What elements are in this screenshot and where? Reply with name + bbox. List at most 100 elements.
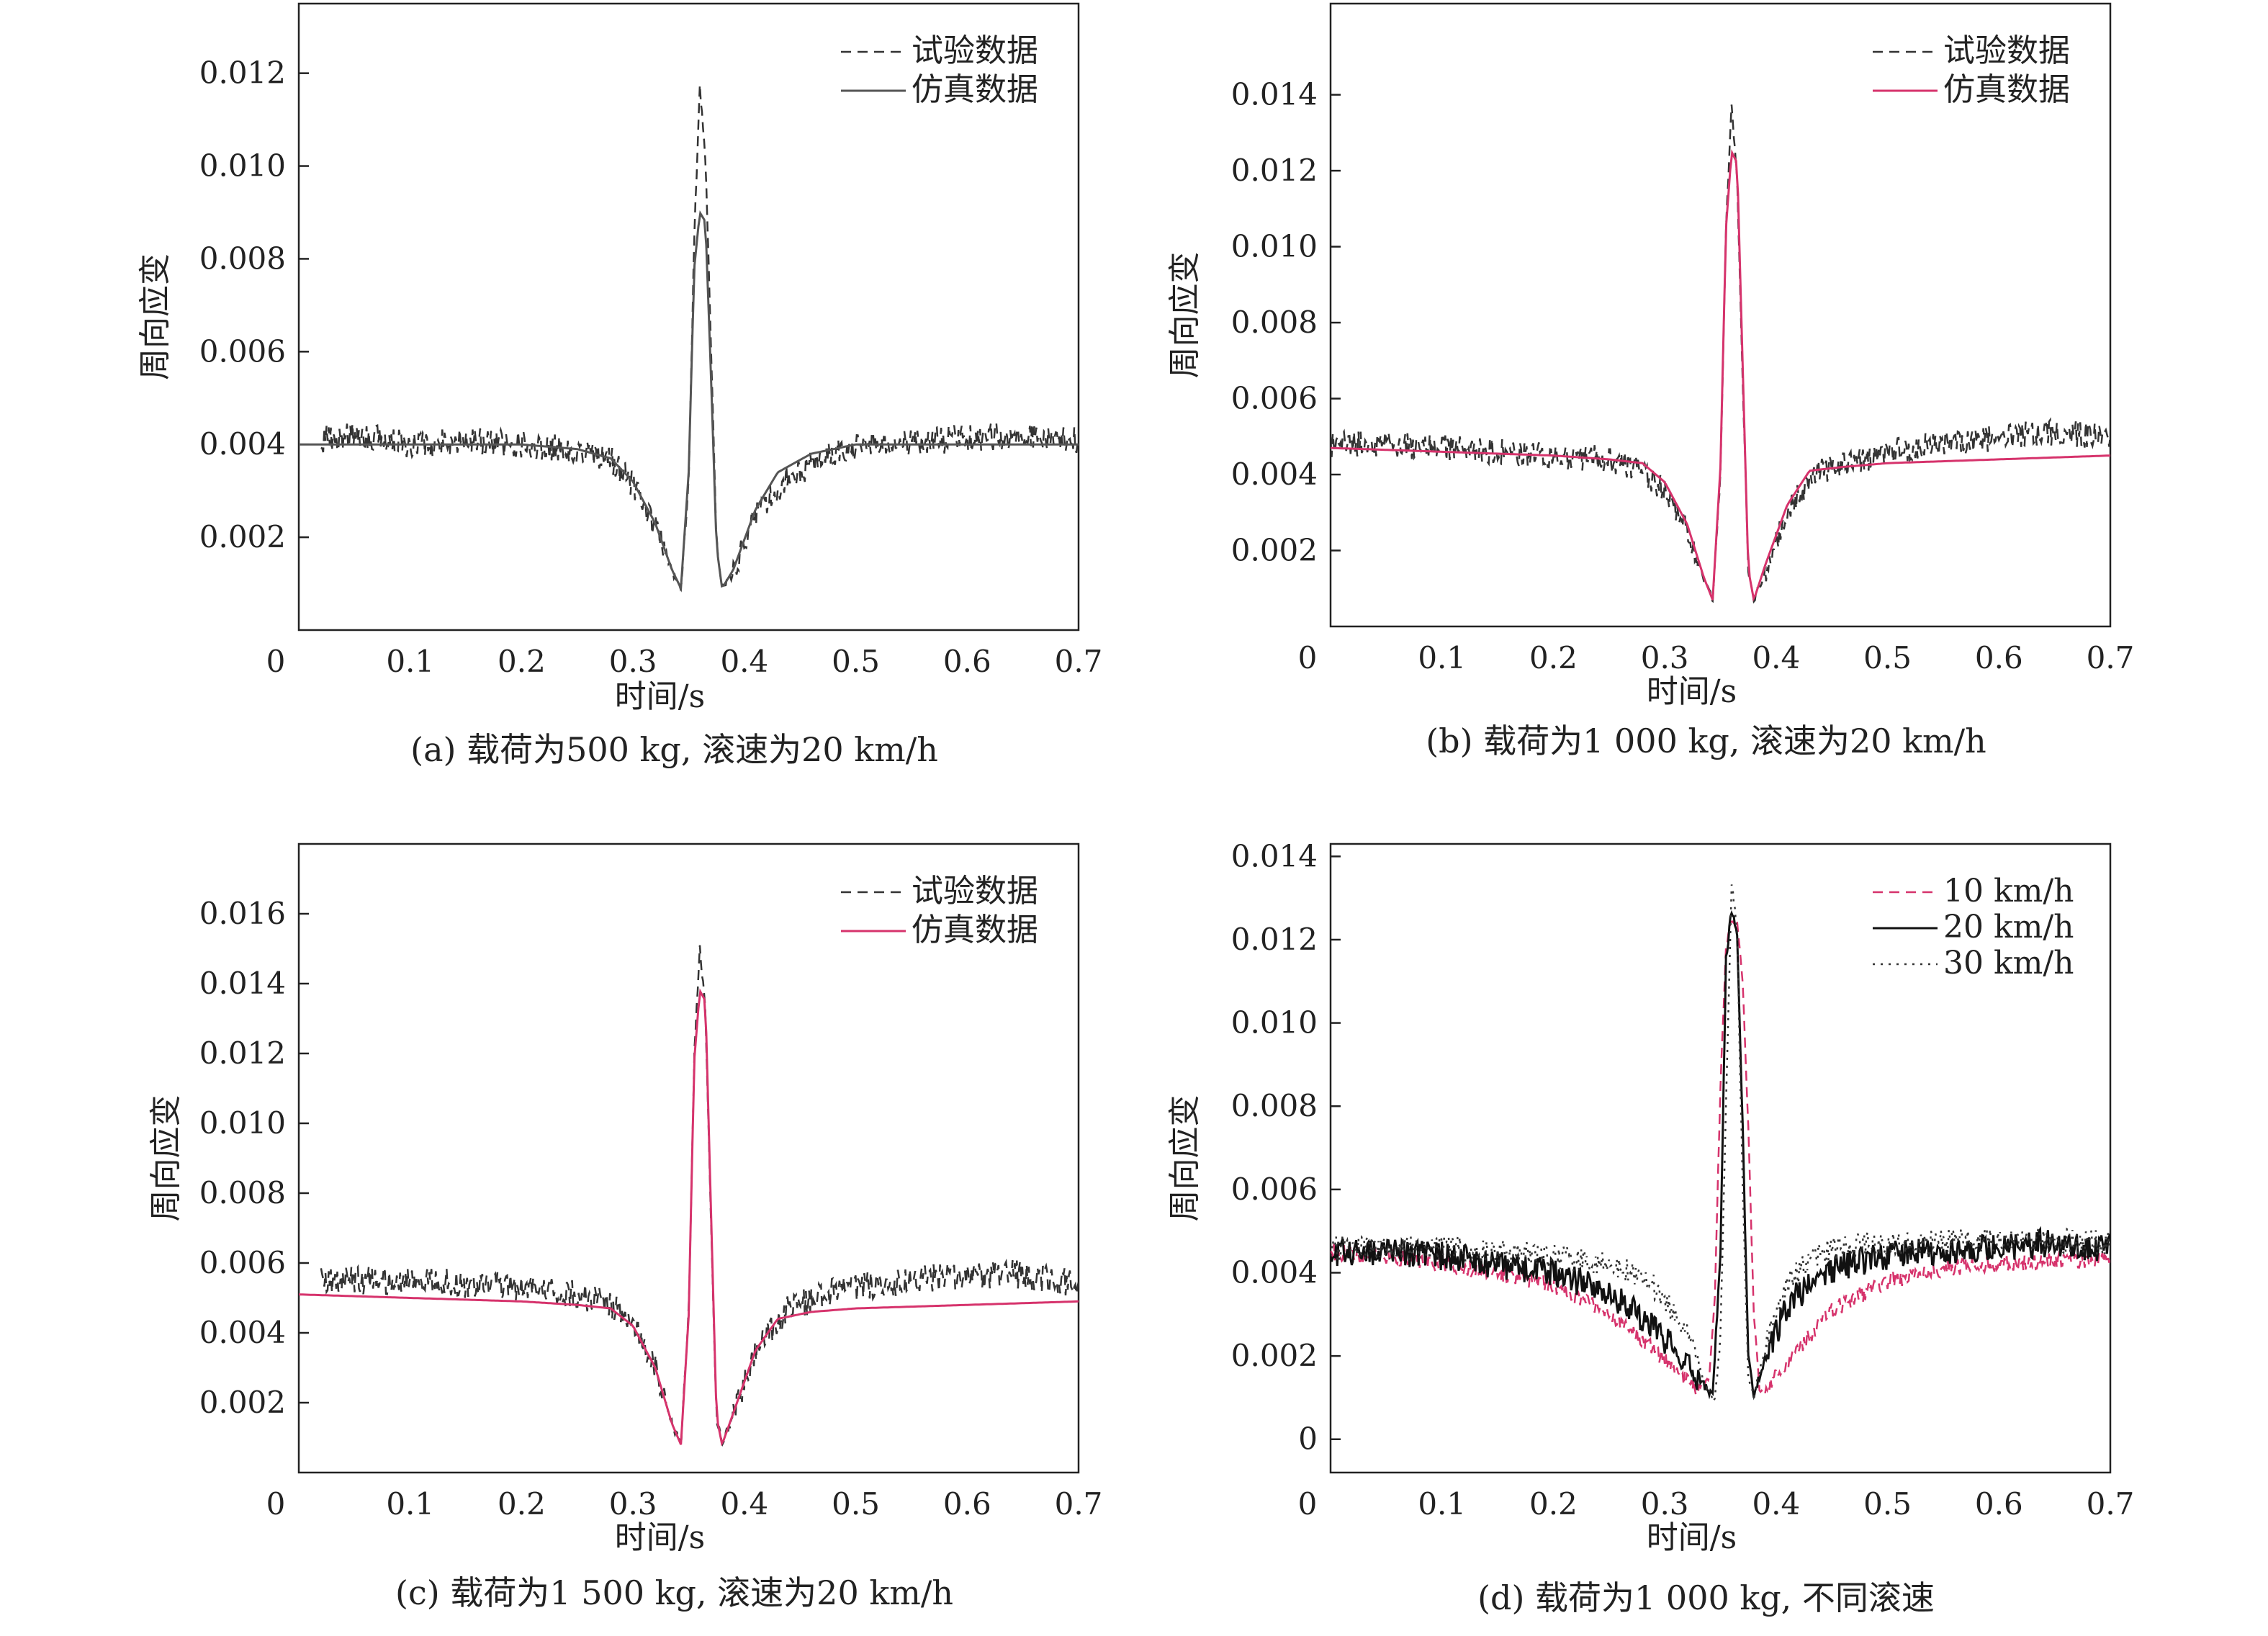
x-axis-label: 时间/s <box>1647 673 1737 710</box>
y-tick-label: 0 <box>1298 1421 1318 1457</box>
x-tick-label: 0.7 <box>1055 644 1103 679</box>
y-tick-label: 0.012 <box>199 55 286 91</box>
legend-label: 20 km/h <box>1943 909 2074 945</box>
x-tick-label: 0 <box>266 1486 286 1522</box>
x-axis-label: 时间/s <box>1647 1519 1737 1556</box>
x-axis-label: 时间/s <box>615 1519 705 1556</box>
panel-caption: (d) 载荷为1 000 kg, 不同滚速 <box>1477 1578 1935 1617</box>
panel-b: 0.002 0.004 0.006 0.008 0.010 0.012 0.014 0 0.1 0… <box>1166 2 2135 760</box>
y-tick-label: 0.010 <box>1231 229 1318 264</box>
panel-caption: (a) 载荷为500 kg, 滚速为20 km/h <box>410 730 938 769</box>
x-tick-label: 0.2 <box>498 1486 546 1522</box>
legend-label: 试验数据 <box>1943 32 2070 69</box>
plot-frame <box>1329 842 2112 1474</box>
legend-label: 10 km/h <box>1943 873 2074 909</box>
series-line <box>1331 916 2110 1398</box>
x-tick-label: 0.6 <box>943 1486 991 1522</box>
x-tick-label: 0.7 <box>2087 1486 2135 1522</box>
x-tick-label: 0.6 <box>1975 640 2023 675</box>
x-tick-label: 0 <box>1298 1486 1318 1522</box>
legend-label: 仿真数据 <box>1943 71 2070 108</box>
x-tick-label: 0.6 <box>1975 1486 2023 1522</box>
x-tick-label: 0.3 <box>1641 640 1689 675</box>
y-tick-label: 0.010 <box>199 1105 286 1141</box>
legend-label: 试验数据 <box>912 873 1038 909</box>
y-axis-label: 周向应变 <box>1166 252 1203 379</box>
x-tick-label: 0.4 <box>720 644 768 679</box>
series-line <box>320 84 1079 592</box>
x-tick-label: 0.6 <box>943 644 991 679</box>
y-tick-label: 0.016 <box>199 896 286 931</box>
y-tick-label: 0.008 <box>1231 305 1318 340</box>
series-line <box>1331 149 2110 602</box>
series-line <box>299 210 1079 593</box>
x-tick-label: 0.5 <box>832 644 880 679</box>
legend-label: 30 km/h <box>1943 945 2074 981</box>
panel-caption: (c) 载荷为1 500 kg, 滚速为20 km/h <box>395 1573 953 1612</box>
y-tick-label: 0.012 <box>1231 922 1318 957</box>
y-tick-label: 0.002 <box>1231 533 1318 568</box>
x-tick-label: 0.2 <box>1529 640 1578 675</box>
legend-label: 仿真数据 <box>912 912 1038 948</box>
series-line <box>1331 910 2110 1400</box>
x-tick-label: 0.5 <box>1863 640 1912 675</box>
y-tick-label: 0.006 <box>1231 1172 1318 1207</box>
y-axis-label: 周向应变 <box>148 1095 184 1222</box>
series-line <box>1331 884 2110 1403</box>
x-tick-label: 0.5 <box>1863 1486 1912 1522</box>
y-tick-label: 0.002 <box>199 519 286 554</box>
series-line <box>320 945 1079 1447</box>
y-axis-label: 周向应变 <box>137 253 174 380</box>
y-tick-label: 0.006 <box>1231 381 1318 416</box>
y-tick-label: 0.004 <box>199 1315 286 1350</box>
panel-a: 0.002 0.004 0.006 0.008 0.010 0.012 0 0.1 0.2 0.3… <box>137 2 1103 769</box>
y-tick-label: 0.014 <box>199 966 286 1001</box>
y-tick-label: 0.002 <box>199 1385 286 1420</box>
x-tick-label: 0.7 <box>1055 1486 1103 1522</box>
x-tick-label: 0.2 <box>1529 1486 1578 1522</box>
y-tick-label: 0.006 <box>199 1245 286 1280</box>
y-tick-label: 0.006 <box>199 333 286 369</box>
y-tick-label: 0.008 <box>199 1175 286 1210</box>
legend-label: 试验数据 <box>912 32 1038 69</box>
x-tick-label: 0.1 <box>386 644 434 679</box>
x-tick-label: 0.4 <box>1752 640 1800 675</box>
y-tick-label: 0.004 <box>1231 1254 1318 1290</box>
x-tick-label: 0 <box>1298 640 1318 675</box>
plot-frame <box>297 842 1080 1474</box>
x-tick-label: 0.4 <box>1752 1486 1800 1522</box>
y-tick-label: 0.010 <box>199 148 286 184</box>
series-line <box>299 988 1079 1447</box>
y-tick-label: 0.002 <box>1231 1338 1318 1373</box>
y-tick-label: 0.012 <box>199 1035 286 1071</box>
x-tick-label: 0.1 <box>1418 1486 1466 1522</box>
y-tick-label: 0.004 <box>199 426 286 462</box>
y-axis-label: 周向应变 <box>1166 1095 1203 1222</box>
x-tick-label: 0.5 <box>832 1486 880 1522</box>
x-tick-label: 0.7 <box>2087 640 2135 675</box>
y-tick-label: 0.014 <box>1231 838 1318 873</box>
x-tick-label: 0.1 <box>1418 640 1466 675</box>
x-tick-label: 0.2 <box>498 644 546 679</box>
y-tick-label: 0.008 <box>199 241 286 276</box>
panel-c: 0.002 0.004 0.006 0.008 0.010 0.012 0.014 0.016… <box>148 842 1103 1612</box>
x-tick-label: 0.3 <box>609 644 657 679</box>
x-axis-label: 时间/s <box>615 678 705 715</box>
panel-d: 0 0.002 0.004 0.006 0.008 0.010 0.012 0.014 0 0.1… <box>1166 838 2134 1617</box>
y-tick-label: 0.010 <box>1231 1005 1318 1041</box>
panel-caption: (b) 载荷为1 000 kg, 滚速为20 km/h <box>1426 722 1986 760</box>
y-tick-label: 0.012 <box>1231 153 1318 188</box>
x-tick-label: 0.3 <box>609 1486 657 1522</box>
x-tick-label: 0.4 <box>720 1486 768 1522</box>
y-tick-label: 0.004 <box>1231 457 1318 492</box>
plot-frame <box>297 2 1080 632</box>
y-tick-label: 0.008 <box>1231 1088 1318 1123</box>
x-tick-label: 0.1 <box>386 1486 434 1522</box>
series-line <box>1331 104 2110 604</box>
x-tick-label: 0 <box>266 644 286 679</box>
y-tick-label: 0.014 <box>1231 77 1318 112</box>
x-tick-label: 0.3 <box>1641 1486 1689 1522</box>
legend-label: 仿真数据 <box>912 71 1038 108</box>
plot-frame <box>1329 2 2112 628</box>
